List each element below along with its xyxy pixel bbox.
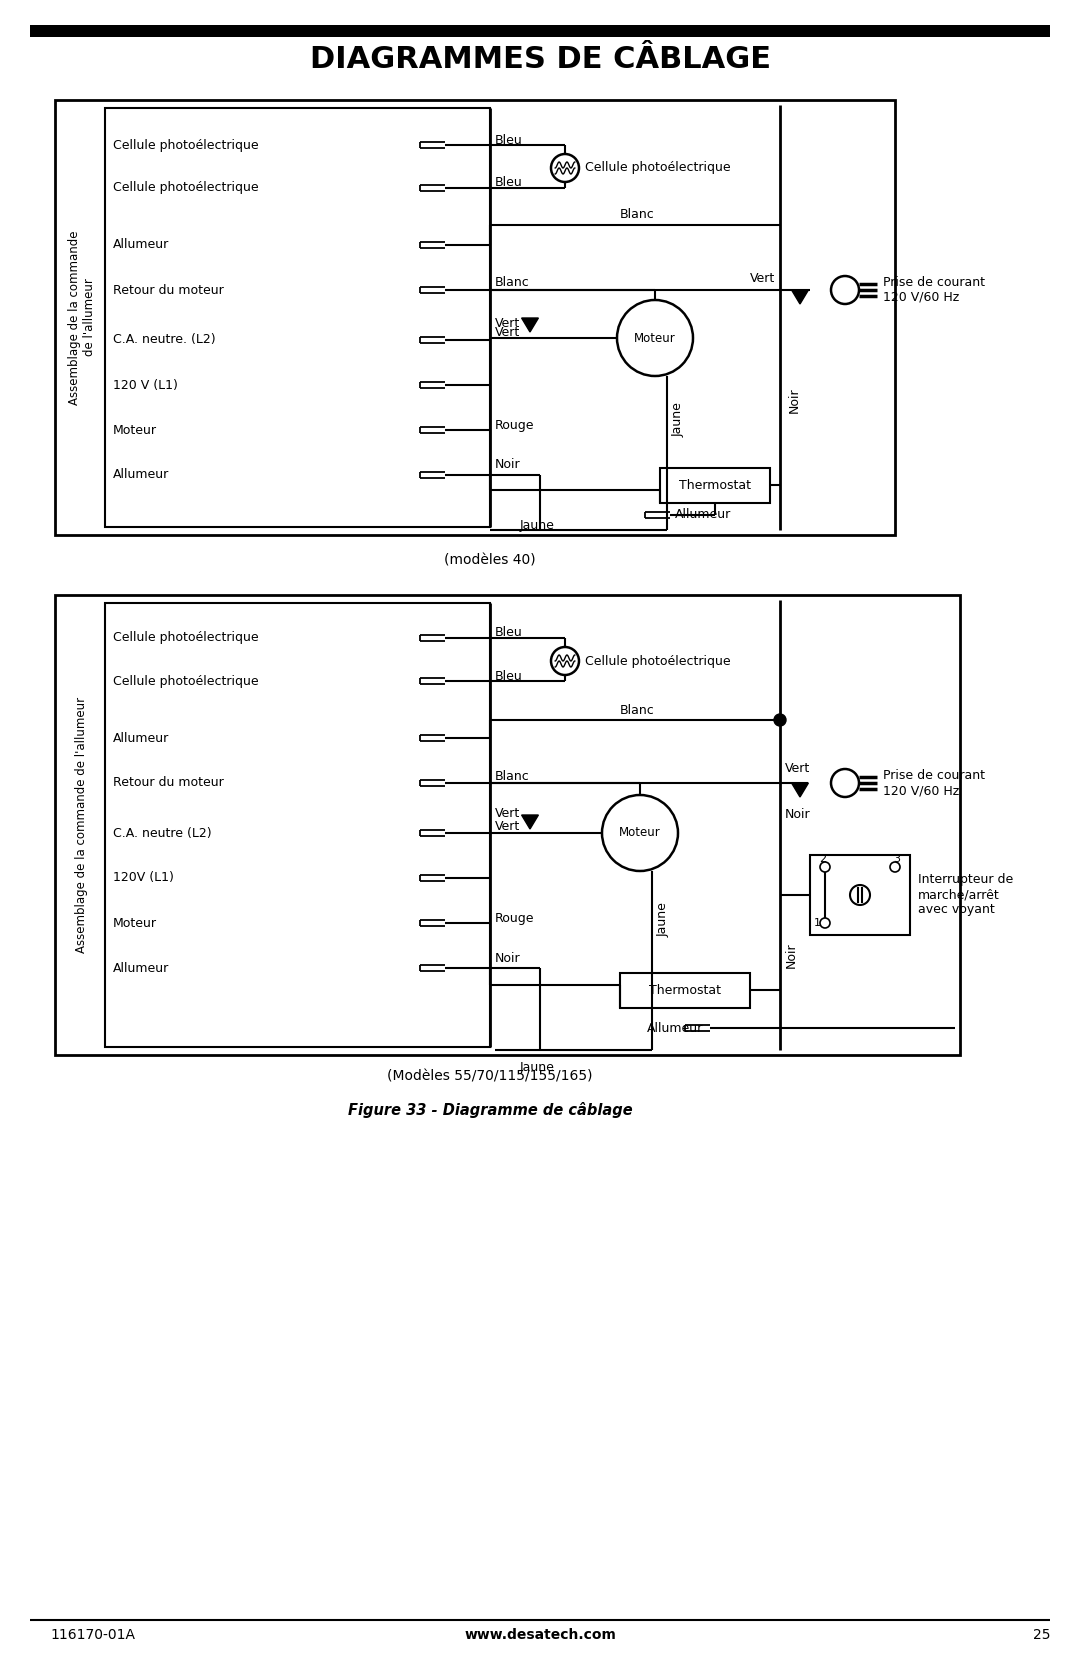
Text: Prise de courant
120 V/60 Hz: Prise de courant 120 V/60 Hz [883, 275, 985, 304]
Polygon shape [792, 290, 809, 304]
Text: Bleu: Bleu [495, 134, 523, 147]
Text: Cellule photoélectrique: Cellule photoélectrique [113, 631, 258, 644]
Text: 116170-01A: 116170-01A [50, 1627, 135, 1642]
Text: Retour du moteur: Retour du moteur [113, 284, 224, 297]
Text: Allumeur: Allumeur [113, 469, 170, 481]
Text: Bleu: Bleu [495, 626, 523, 639]
Text: Vert: Vert [495, 317, 521, 330]
Text: Allumeur: Allumeur [675, 509, 731, 521]
Text: Assemblage de la commande
de l'allumeur: Assemblage de la commande de l'allumeur [68, 230, 96, 406]
Text: Noir: Noir [785, 808, 811, 821]
Text: 1: 1 [813, 918, 821, 928]
Text: Noir: Noir [495, 459, 521, 472]
Text: Cellule photoélectrique: Cellule photoélectrique [113, 139, 258, 152]
Text: Thermostat: Thermostat [649, 985, 721, 996]
Text: Blanc: Blanc [495, 769, 530, 783]
Text: Noir: Noir [785, 943, 798, 968]
Text: 25: 25 [1032, 1627, 1050, 1642]
Text: Noir: Noir [788, 387, 801, 412]
Text: Jaune: Jaune [657, 903, 670, 938]
Text: Cellule photoélectrique: Cellule photoélectrique [113, 674, 258, 688]
Bar [55, 596, 960, 1055]
Text: Rouge: Rouge [495, 911, 535, 925]
Text: C.A. neutre. (L2): C.A. neutre. (L2) [113, 334, 216, 347]
Text: Prise de courant
120 V/60 Hz: Prise de courant 120 V/60 Hz [883, 769, 985, 798]
Text: Interrupteur de
marche/arrêt
avec voyant: Interrupteur de marche/arrêt avec voyant [918, 873, 1013, 916]
Text: Moteur: Moteur [634, 332, 676, 344]
Bar [810, 855, 910, 935]
Text: DIAGRAMMES DE CÂBLAGE: DIAGRAMMES DE CÂBLAGE [310, 45, 770, 75]
Polygon shape [522, 319, 539, 332]
Bar [660, 467, 770, 502]
Bar [620, 973, 750, 1008]
Text: 120 V (L1): 120 V (L1) [113, 379, 178, 392]
Text: Allumeur: Allumeur [113, 731, 170, 744]
Text: 3: 3 [893, 855, 901, 865]
Bar [105, 603, 490, 1046]
Text: Jaune: Jaune [672, 402, 685, 437]
Text: Jaune: Jaune [519, 519, 555, 531]
Bar [105, 108, 490, 527]
Text: Thermostat: Thermostat [679, 479, 751, 492]
Text: Allumeur: Allumeur [647, 1021, 703, 1035]
Text: Noir: Noir [495, 951, 521, 965]
Text: 120V (L1): 120V (L1) [113, 871, 174, 885]
Text: Vert: Vert [495, 327, 521, 339]
Polygon shape [792, 783, 809, 798]
Text: Allumeur: Allumeur [113, 239, 170, 252]
Text: (modèles 40): (modèles 40) [444, 552, 536, 567]
Circle shape [774, 714, 786, 726]
Text: C.A. neutre (L2): C.A. neutre (L2) [113, 826, 212, 840]
Text: Assemblage de la commande de l'allumeur: Assemblage de la commande de l'allumeur [76, 698, 89, 953]
Text: Retour du moteur: Retour du moteur [113, 776, 224, 789]
Text: Jaune: Jaune [519, 1060, 555, 1073]
Text: Bleu: Bleu [495, 669, 523, 683]
Text: 2: 2 [820, 855, 826, 865]
Text: Blanc: Blanc [620, 704, 654, 716]
Text: Rouge: Rouge [495, 419, 535, 432]
Bar [55, 100, 895, 536]
Text: Vert: Vert [785, 763, 810, 774]
Text: Moteur: Moteur [113, 424, 157, 437]
Text: Moteur: Moteur [113, 916, 157, 930]
Polygon shape [522, 814, 539, 829]
Text: Vert: Vert [495, 819, 521, 833]
Text: Bleu: Bleu [495, 177, 523, 190]
Text: Cellule photoélectrique: Cellule photoélectrique [113, 182, 258, 195]
Text: Allumeur: Allumeur [113, 961, 170, 975]
Text: Blanc: Blanc [495, 277, 530, 289]
Bar [30, 25, 1050, 37]
Text: Blanc: Blanc [620, 209, 654, 222]
Text: www.desatech.com: www.desatech.com [464, 1627, 616, 1642]
Text: (Modèles 55/70/115/155/165): (Modèles 55/70/115/155/165) [388, 1070, 593, 1083]
Text: Vert: Vert [750, 272, 775, 285]
Text: Cellule photoélectrique: Cellule photoélectrique [585, 654, 731, 668]
Text: Figure 33 - Diagramme de câblage: Figure 33 - Diagramme de câblage [348, 1102, 632, 1118]
Text: Cellule photoélectrique: Cellule photoélectrique [585, 162, 731, 175]
Text: Moteur: Moteur [619, 826, 661, 840]
Text: Vert: Vert [495, 808, 521, 819]
